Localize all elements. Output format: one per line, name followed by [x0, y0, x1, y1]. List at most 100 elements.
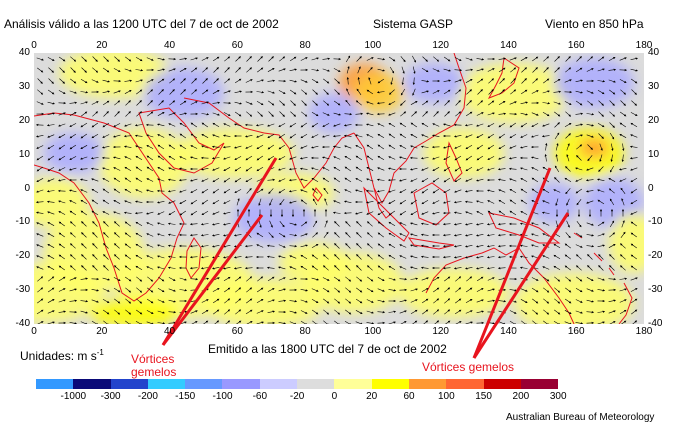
wind-arrow: [47, 112, 55, 115]
wind-arrow: [267, 144, 275, 150]
wind-arrow: [620, 100, 626, 106]
wind-arrow: [410, 211, 418, 215]
wind-arrow: [444, 100, 450, 106]
wind-arrow: [158, 100, 164, 106]
wind-arrow: [586, 190, 594, 193]
wind-arrow: [334, 78, 341, 84]
wind-arrow: [323, 231, 329, 238]
wind-arrow: [113, 243, 120, 249]
wind-arrow: [278, 68, 286, 72]
wind-arrow: [69, 133, 77, 139]
legend-label: -1000: [60, 391, 87, 402]
wind-arrow: [368, 77, 372, 85]
wind-arrow: [246, 67, 253, 73]
wind-arrow: [410, 244, 418, 248]
wind-arrow: [356, 221, 362, 227]
wind-arrow: [366, 211, 374, 215]
wind-arrow: [267, 134, 275, 138]
wind-arrow: [509, 133, 517, 139]
wind-arrow: [476, 123, 484, 127]
wind-arrow: [432, 68, 440, 72]
wind-arrow: [278, 167, 286, 171]
wind-arrow: [114, 100, 121, 106]
wind-arrow: [234, 101, 242, 105]
wind-arrow: [366, 232, 373, 238]
wind-arrow: [91, 145, 99, 149]
wind-arrow: [410, 178, 418, 182]
left-lat-tick: -20: [15, 250, 30, 262]
wind-arrow: [333, 100, 341, 106]
legend-swatch: [73, 379, 111, 389]
wind-arrow: [146, 155, 154, 161]
legend-label: -20: [289, 391, 305, 402]
wind-arrow: [190, 101, 198, 105]
wind-arrow: [224, 67, 230, 73]
wind-arrow: [566, 198, 570, 206]
wind-arrow: [410, 222, 418, 226]
wind-arrow: [322, 123, 330, 127]
wind-arrow: [599, 143, 603, 151]
legend-label: -150: [175, 391, 196, 402]
wind-arrow: [498, 122, 506, 128]
wind-arrow: [609, 122, 615, 128]
wind-arrow: [80, 145, 88, 149]
bottom-lon-tick: 80: [299, 326, 311, 337]
wind-arrow: [487, 123, 495, 127]
wind-arrow: [36, 178, 44, 182]
wind-arrow: [92, 221, 98, 227]
wind-arrow: [69, 156, 77, 160]
wind-arrow: [399, 189, 407, 193]
wind-arrow: [410, 101, 418, 105]
wind-arrow: [355, 178, 363, 182]
wind-arrow: [257, 56, 263, 62]
wind-arrow: [421, 177, 429, 183]
wind-arrow: [433, 56, 440, 62]
wind-arrow: [123, 211, 132, 214]
wind-arrow: [224, 56, 231, 62]
wind-arrow: [58, 167, 66, 171]
wind-arrow: [58, 112, 66, 116]
wind-arrow: [80, 122, 88, 128]
wind-arrow: [630, 188, 638, 194]
wind-arrow: [422, 56, 428, 62]
wind-arrow: [345, 232, 351, 238]
wind-arrow: [432, 90, 440, 94]
speed-blob: [44, 133, 104, 173]
wind-arrow: [499, 89, 505, 95]
wind-arrow: [245, 79, 253, 83]
wind-arrow: [454, 189, 462, 193]
wind-arrow: [629, 157, 638, 160]
wind-arrow: [442, 222, 451, 226]
wind-arrow: [432, 134, 440, 137]
wind-arrow: [345, 243, 351, 249]
wind-arrow: [553, 90, 562, 93]
wind-arrow: [288, 178, 297, 182]
top-lon-tick: 80: [299, 40, 311, 51]
wind-arrow: [179, 122, 187, 128]
legend-swatch: [147, 379, 186, 389]
wind-arrow: [102, 67, 110, 73]
wind-arrow: [333, 112, 341, 116]
wind-arrow: [311, 145, 319, 149]
wind-arrow: [377, 221, 384, 227]
wind-arrow: [135, 69, 144, 72]
wind-arrow: [565, 67, 572, 73]
wind-arrow: [355, 134, 363, 138]
vortex-right-label: Vórtices gemelos: [422, 360, 515, 374]
wind-arrow: [498, 112, 507, 115]
wind-arrow: [124, 188, 132, 194]
wind-arrow: [147, 89, 154, 95]
wind-arrow: [80, 199, 88, 205]
wind-arrow: [268, 56, 274, 62]
wind-arrow: [301, 89, 308, 95]
wind-arrow: [520, 122, 528, 128]
wind-arrow: [37, 89, 44, 95]
wind-arrow: [575, 67, 583, 73]
wind-arrow: [311, 188, 318, 194]
wind-arrow: [311, 167, 319, 171]
wind-arrow: [630, 68, 638, 72]
wind-arrow: [223, 90, 231, 94]
legend-labels: -1000 -300 -200 -150 -100 -60 -20 0 20 60 100 150 20…: [36, 391, 632, 405]
wind-arrow: [376, 101, 385, 105]
wind-arrow: [412, 55, 416, 63]
